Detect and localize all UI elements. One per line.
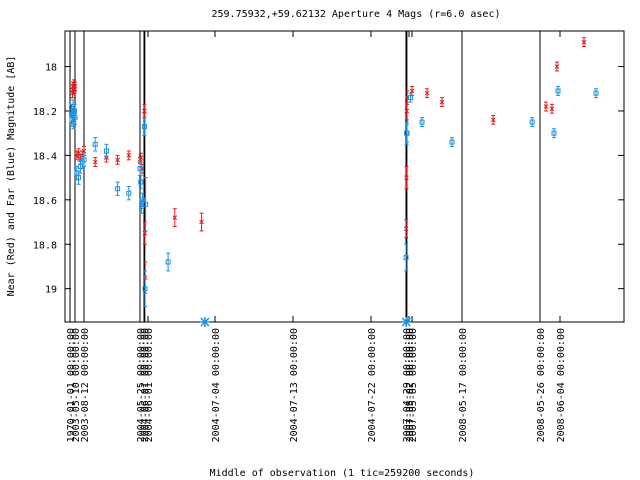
y-tick-label: 18.4: [33, 151, 57, 162]
x-tick-label: 2004-07-13 00:00:00: [289, 328, 300, 442]
y-tick-label: 18.8: [33, 240, 57, 251]
x-tick-label: 2008-05-26 00:00:00: [536, 328, 547, 442]
x-tick-label: 2003-08-12 00:00:00: [80, 328, 91, 442]
x-tick-label: 1970-01-01 00:00:00: [66, 328, 77, 442]
data-point: [81, 152, 87, 168]
data-point: [555, 86, 561, 96]
x-tick-label: 2007-05-02 00:00:00: [405, 328, 416, 442]
data-point: [165, 252, 171, 272]
data-point: [404, 123, 410, 143]
chart-title: 259.75932,+59.62132 Aperture 4 Mags (r=6…: [212, 9, 501, 20]
x-tick-label: 2007-04-29 00:00:00: [402, 328, 413, 442]
data-point: [172, 208, 178, 227]
x-tick-label: 2008-06-04 00:00:00: [556, 328, 567, 442]
data-points: [69, 37, 599, 327]
data-point: [141, 117, 147, 136]
y-tick-label: 18: [45, 63, 57, 74]
data-point: [142, 103, 147, 119]
x-tick-label: 2007-05-05 00:00:00: [408, 328, 419, 442]
data-point: [404, 166, 409, 190]
data-point: [76, 148, 81, 159]
offscale-marker: [199, 317, 210, 327]
x-tick-label: 2004-06-01 00:00:00: [144, 328, 155, 442]
data-point: [551, 128, 557, 139]
data-point: [490, 114, 496, 125]
data-point: [92, 157, 98, 168]
x-tick-label: 2008-05-17 00:00:00: [458, 328, 469, 442]
x-tick-label: 2004-07-22 00:00:00: [367, 328, 378, 442]
data-point: [92, 137, 98, 152]
data-point: [103, 143, 109, 159]
data-point: [529, 117, 535, 128]
data-point: [72, 81, 78, 92]
data-point: [403, 219, 409, 239]
data-point: [403, 243, 409, 272]
data-point: [126, 185, 132, 201]
data-point: [424, 88, 430, 99]
data-point: [593, 88, 599, 99]
data-point: [581, 37, 587, 48]
data-point: [549, 103, 555, 114]
data-point: [143, 177, 149, 232]
data-point: [543, 101, 549, 112]
data-point: [72, 110, 78, 125]
data-point: [419, 117, 425, 128]
data-point: [142, 270, 148, 307]
data-point: [408, 92, 413, 103]
offscale-marker: [401, 317, 412, 327]
y-tick-label: 19: [45, 285, 57, 296]
x-tick-label: 2003-05-10 00:00:00: [71, 328, 82, 442]
data-point: [138, 174, 144, 190]
x-tick-label: 2004-07-04 00:00:00: [211, 328, 222, 442]
data-point: [439, 97, 445, 108]
x-tick-label: 2004-06-01 00:00:00: [140, 328, 151, 442]
series-far-blue: [69, 86, 599, 307]
data-point: [199, 212, 204, 232]
x-axis-label: Middle of observation (1 tic=259200 seco…: [210, 468, 475, 479]
data-point: [554, 61, 560, 72]
data-point: [142, 221, 148, 245]
data-point: [115, 154, 120, 165]
data-point: [139, 192, 145, 207]
data-point: [126, 150, 132, 161]
observation-lines: [69, 31, 541, 322]
x-tick-label: 2004-05-25 00:00:00: [136, 328, 147, 442]
y-axis-label: Near (Red) and Far (Blue) Magnitude [AB]: [6, 56, 17, 297]
y-tick-label: 18.2: [33, 107, 57, 118]
plot-frame: [64, 30, 625, 323]
data-point: [115, 181, 121, 196]
series-near-red: [70, 37, 587, 294]
y-axis: 18 18.2 18.4 18.6 18.8 19: [33, 63, 624, 296]
data-point: [449, 137, 455, 148]
y-tick-label: 18.6: [33, 196, 57, 207]
